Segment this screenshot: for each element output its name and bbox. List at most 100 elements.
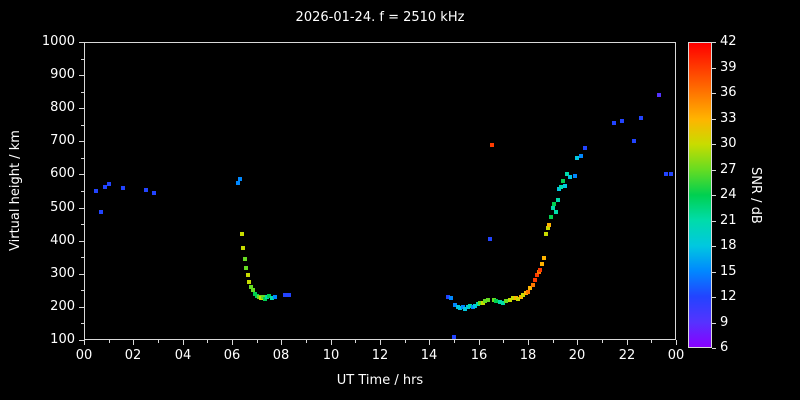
colorbar-tick: [712, 42, 716, 43]
x-tick: [281, 340, 282, 345]
colorbar-tick: [712, 68, 716, 69]
data-point: [579, 154, 583, 158]
colorbar-label: SNR / dB: [748, 166, 763, 224]
data-point: [563, 184, 567, 188]
data-point: [247, 280, 251, 284]
x-minor-tick: [602, 340, 603, 343]
data-point: [551, 206, 555, 210]
data-point: [468, 304, 472, 308]
x-tick: [133, 340, 134, 345]
y-tick-label: 200: [50, 299, 75, 314]
data-point: [573, 174, 577, 178]
x-tick-label: 22: [618, 348, 636, 363]
y-minor-tick: [81, 290, 84, 291]
x-tick-label: 20: [568, 348, 586, 363]
x-tick: [331, 340, 332, 345]
y-tick: [79, 208, 84, 209]
y-tick-label: 900: [50, 67, 75, 82]
colorbar-tick-label: 12: [720, 289, 737, 304]
colorbar-tick: [712, 119, 716, 120]
data-point: [568, 175, 572, 179]
data-point: [519, 295, 523, 299]
x-tick-label: 16: [470, 348, 488, 363]
data-point: [103, 185, 107, 189]
data-point: [556, 198, 560, 202]
y-minor-tick: [81, 59, 84, 60]
x-tick: [429, 340, 430, 345]
data-point: [246, 273, 250, 277]
plot-area: [84, 42, 676, 340]
x-tick: [380, 340, 381, 345]
y-tick-label: 500: [50, 200, 75, 215]
data-point: [531, 283, 535, 287]
data-point: [565, 172, 569, 176]
y-tick: [79, 108, 84, 109]
y-tick-label: 100: [50, 332, 75, 347]
colorbar-tick: [712, 195, 716, 196]
data-point: [144, 188, 148, 192]
data-point: [547, 223, 551, 227]
data-point: [664, 172, 668, 176]
x-tick: [627, 340, 628, 345]
data-point: [632, 139, 636, 143]
data-point: [287, 293, 291, 297]
data-point: [236, 181, 240, 185]
data-point: [554, 210, 558, 214]
y-tick: [79, 42, 84, 43]
colorbar-tick: [712, 297, 716, 298]
x-minor-tick: [207, 340, 208, 343]
x-tick-label: 18: [519, 348, 537, 363]
data-point: [121, 186, 125, 190]
x-tick-label: 02: [124, 348, 142, 363]
x-minor-tick: [355, 340, 356, 343]
data-point: [486, 298, 490, 302]
data-point: [535, 273, 539, 277]
y-tick-label: 800: [50, 100, 75, 115]
data-point: [521, 293, 525, 297]
y-tick-label: 300: [50, 266, 75, 281]
data-point: [516, 297, 520, 301]
data-point: [511, 296, 515, 300]
data-point: [639, 116, 643, 120]
colorbar-tick-label: 15: [720, 264, 737, 279]
x-tick: [479, 340, 480, 345]
data-point: [152, 191, 156, 195]
data-point: [478, 301, 482, 305]
colorbar-tick-label: 33: [720, 111, 737, 126]
data-point: [526, 290, 530, 294]
data-point: [504, 299, 508, 303]
y-tick-label: 600: [50, 166, 75, 181]
data-point: [463, 307, 467, 311]
x-minor-tick: [257, 340, 258, 343]
colorbar-tick: [712, 93, 716, 94]
data-point: [549, 215, 553, 219]
data-point: [552, 202, 556, 206]
data-point: [488, 237, 492, 241]
colorbar-tick: [712, 348, 716, 349]
y-tick: [79, 241, 84, 242]
data-point: [508, 298, 512, 302]
data-point: [669, 172, 673, 176]
data-point: [94, 189, 98, 193]
colorbar-tick: [712, 170, 716, 171]
data-point: [494, 299, 498, 303]
data-point: [107, 182, 111, 186]
colorbar-tick-label: 21: [720, 213, 737, 228]
data-point: [267, 294, 271, 298]
x-minor-tick: [158, 340, 159, 343]
data-point: [483, 299, 487, 303]
y-axis-label: Virtual height / km: [8, 130, 23, 252]
y-minor-tick: [81, 158, 84, 159]
colorbar-tick-label: 39: [720, 60, 737, 75]
y-minor-tick: [81, 191, 84, 192]
x-minor-tick: [405, 340, 406, 343]
x-tick: [232, 340, 233, 345]
data-point: [251, 288, 255, 292]
data-point: [452, 335, 456, 339]
data-point: [544, 232, 548, 236]
data-point: [546, 226, 550, 230]
x-axis-label: UT Time / hrs: [336, 373, 424, 388]
data-point: [537, 270, 541, 274]
data-point: [99, 210, 103, 214]
